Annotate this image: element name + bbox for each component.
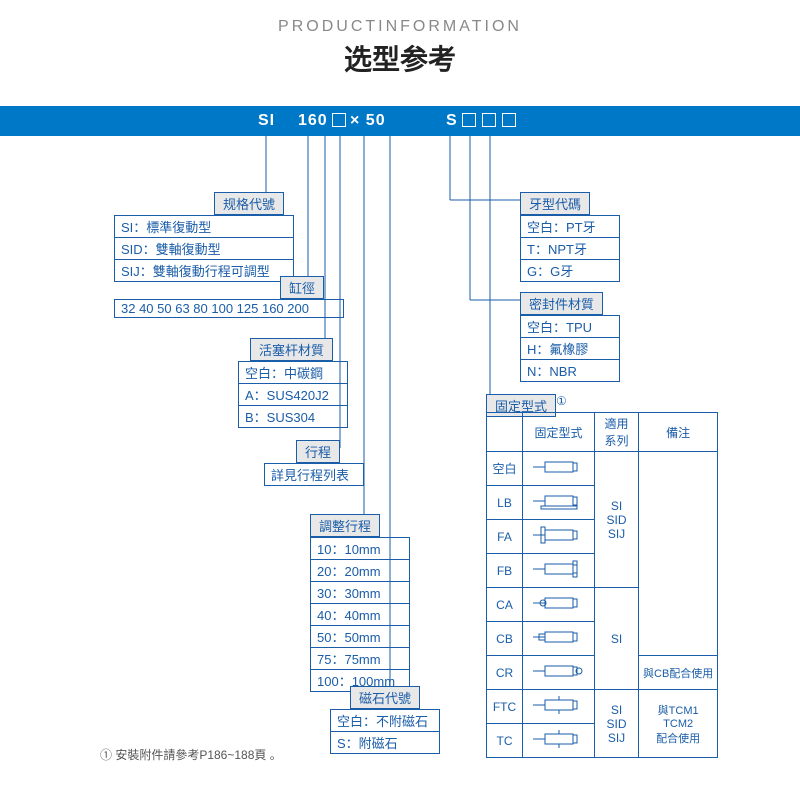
code-x50: × 50 [350, 106, 386, 136]
code-160: 160 [298, 106, 328, 136]
group-body: 空白：PT牙T：NPT牙G：G牙 [520, 215, 620, 282]
code-placeholder-4 [502, 113, 516, 127]
group-body: 空白：中碳鋼A：SUS420J2B：SUS304 [238, 361, 348, 428]
group-title: 磁石代號 [350, 686, 420, 709]
header-subtitle: PRODUCTINFORMATION [0, 18, 800, 36]
group-body: 空白：不附磁石S：附磁石 [330, 709, 440, 754]
code-s: S [446, 106, 458, 136]
group-行程: 行程詳見行程列表 [264, 440, 364, 486]
group-body: 10：10mm20：20mm30：30mm40：40mm50：50mm75：75… [310, 537, 410, 692]
ordering-code-bar: SI 160 × 50 S [0, 106, 800, 136]
group-缸徑: 缸徑32 40 50 63 80 100 125 160 200 [114, 276, 344, 318]
group-活塞杆材質: 活塞杆材質空白：中碳鋼A：SUS420J2B：SUS304 [238, 338, 348, 428]
circled-1-icon: ① [556, 394, 567, 408]
header-title: 选型参考 [0, 38, 800, 78]
page-header: PRODUCTINFORMATION 选型参考 [0, 0, 800, 78]
group-調整行程: 調整行程10：10mm20：20mm30：30mm40：40mm50：50mm7… [310, 514, 410, 692]
code-placeholder-2 [462, 113, 476, 127]
code-placeholder-1 [332, 113, 346, 127]
group-title: 活塞杆材質 [250, 338, 333, 361]
group-title: 密封件材質 [520, 292, 603, 315]
group-牙型代碼: 牙型代碼空白：PT牙T：NPT牙G：G牙 [520, 192, 620, 282]
group-密封件材質: 密封件材質空白：TPUH：氟橡膠N：NBR [520, 292, 620, 382]
fix-type-table: 固定型式適用系列備注空白SI SID SIJLBFAFBCASICBCR與CB配… [486, 412, 718, 758]
group-body: 32 40 50 63 80 100 125 160 200 [114, 299, 344, 318]
group-body: SI：標準復動型SID：雙軸復動型SIJ：雙軸復動行程可調型 [114, 215, 294, 282]
group-title: 规格代號 [214, 192, 284, 215]
footnote: ① 安裝附件請參考P186~188頁 。 [100, 746, 282, 763]
group-title: 調整行程 [310, 514, 380, 537]
group-body: 詳見行程列表 [264, 463, 364, 486]
group-title: 行程 [296, 440, 340, 463]
group-title: 缸徑 [280, 276, 324, 299]
code-placeholder-3 [482, 113, 496, 127]
group-title: 牙型代碼 [520, 192, 590, 215]
group-磁石代號: 磁石代號空白：不附磁石S：附磁石 [330, 686, 440, 754]
group-body: 空白：TPUH：氟橡膠N：NBR [520, 315, 620, 382]
code-si: SI [258, 106, 275, 136]
group-规格代號: 规格代號SI：標準復動型SID：雙軸復動型SIJ：雙軸復動行程可調型 [114, 192, 294, 282]
diagram-panel: 规格代號SI：標準復動型SID：雙軸復動型SIJ：雙軸復動行程可調型缸徑32 4… [0, 136, 800, 776]
